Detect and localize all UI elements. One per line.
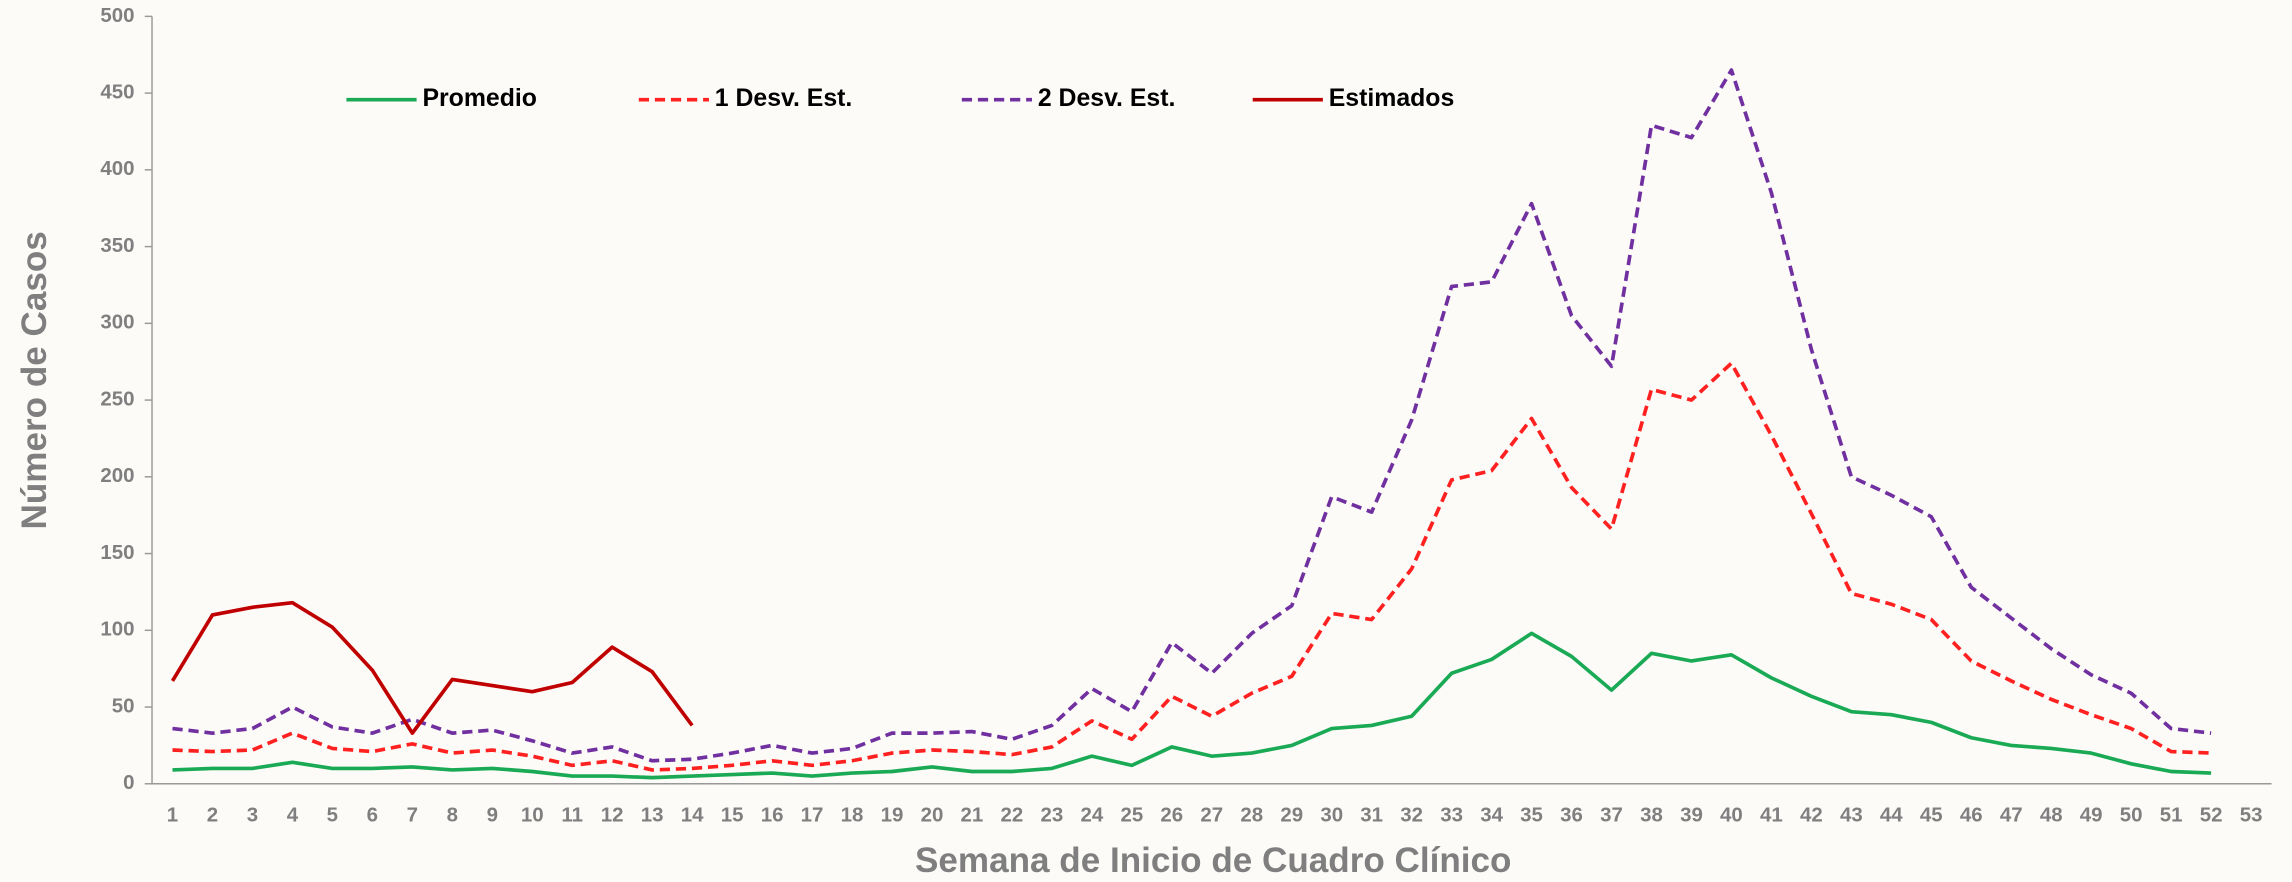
x-tick-label: 24 (1080, 803, 1103, 826)
x-tick-label: 7 (407, 803, 418, 826)
x-tick-label: 32 (1400, 803, 1423, 826)
x-tick-label: 51 (2160, 803, 2183, 826)
x-tick-label: 31 (1360, 803, 1383, 826)
x-tick-label: 25 (1120, 803, 1143, 826)
x-tick-label: 37 (1600, 803, 1623, 826)
x-tick-label: 22 (1001, 803, 1024, 826)
x-tick-label: 8 (447, 803, 458, 826)
x-tick-label: 33 (1440, 803, 1463, 826)
series-line (170, 600, 694, 735)
x-tick-label: 23 (1041, 803, 1064, 826)
x-axis-title: Semana de Inicio de Cuadro Clínico (915, 841, 1511, 880)
y-axis-title: Número de Casos (15, 231, 54, 529)
x-tick-label: 38 (1640, 803, 1663, 826)
y-tick-label: 200 (100, 464, 134, 487)
y-tick-label: 450 (100, 81, 134, 104)
x-tick-label: 43 (1840, 803, 1863, 826)
x-tick-label: 19 (881, 803, 904, 826)
y-tick-label: 350 (100, 234, 134, 257)
x-tick-label: 47 (2000, 803, 2023, 826)
x-tick-label: 30 (1320, 803, 1343, 826)
x-tick-label: 18 (841, 803, 864, 826)
y-tick-label: 300 (100, 311, 134, 334)
x-tick-label: 46 (1960, 803, 1983, 826)
x-tick-label: 36 (1560, 803, 1583, 826)
x-tick-label: 21 (961, 803, 984, 826)
y-tick-label: 250 (100, 387, 134, 410)
x-tick-label: 50 (2120, 803, 2143, 826)
x-tick-label: 3 (247, 803, 258, 826)
x-tick-label: 2 (207, 803, 218, 826)
x-tick-label: 45 (1920, 803, 1943, 826)
x-tick-label: 10 (521, 803, 544, 826)
x-tick-label: 48 (2040, 803, 2063, 826)
x-tick-label: 6 (367, 803, 378, 826)
legend-label: Estimados (1329, 85, 1455, 112)
x-tick-label: 53 (2240, 803, 2263, 826)
x-tick-label: 14 (681, 803, 704, 826)
x-tick-label: 11 (561, 803, 583, 826)
legend-label: 2 Desv. Est. (1038, 85, 1176, 112)
x-tick-label: 27 (1200, 803, 1223, 826)
x-tick-label: 20 (921, 803, 944, 826)
x-tick-label: 41 (1760, 803, 1783, 826)
series-line (172, 631, 2212, 780)
x-tick-label: 28 (1240, 803, 1263, 826)
x-tick-label: 34 (1480, 803, 1503, 826)
x-tick-label: 29 (1280, 803, 1303, 826)
y-tick-label: 500 (100, 4, 134, 27)
y-tick-label: 400 (100, 157, 134, 180)
series-line (172, 361, 2212, 772)
legend-label: 1 Desv. Est. (715, 85, 853, 112)
x-tick-label: 16 (761, 803, 784, 826)
x-tick-label: 42 (1800, 803, 1823, 826)
x-tick-label: 1 (167, 803, 178, 826)
series-line (172, 68, 2212, 763)
x-tick-label: 52 (2200, 803, 2223, 826)
x-tick-label: 44 (1880, 803, 1903, 826)
x-tick-label: 13 (641, 803, 664, 826)
legend-label: Promedio (422, 85, 537, 112)
x-tick-label: 15 (721, 803, 744, 826)
x-tick-label: 26 (1160, 803, 1183, 826)
y-tick-label: 0 (123, 771, 134, 794)
y-tick-label: 150 (100, 541, 134, 564)
x-tick-label: 40 (1720, 803, 1743, 826)
y-tick-label: 100 (100, 618, 134, 641)
x-tick-label: 17 (801, 803, 824, 826)
x-tick-label: 12 (601, 803, 624, 826)
x-tick-label: 5 (327, 803, 338, 826)
x-tick-label: 35 (1520, 803, 1543, 826)
y-tick-label: 50 (112, 694, 135, 717)
x-tick-label: 39 (1680, 803, 1703, 826)
x-tick-label: 4 (287, 803, 299, 826)
x-tick-label: 49 (2080, 803, 2103, 826)
x-tick-label: 9 (487, 803, 498, 826)
